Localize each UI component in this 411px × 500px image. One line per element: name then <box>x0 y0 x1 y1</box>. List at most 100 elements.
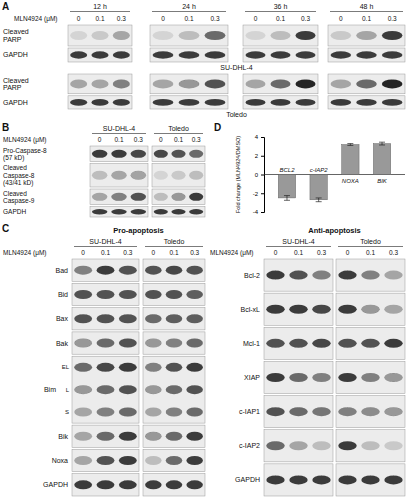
band <box>361 407 379 416</box>
band <box>119 314 137 323</box>
dose-label: 0.1 <box>276 15 285 22</box>
band <box>171 193 185 201</box>
band <box>70 51 87 58</box>
band <box>91 99 108 106</box>
dose-label: 0 <box>274 249 278 256</box>
blot-panel <box>90 189 148 205</box>
band <box>171 150 185 158</box>
band <box>186 363 203 372</box>
band <box>153 99 174 106</box>
group-header: Toledo <box>168 125 189 132</box>
band <box>97 314 115 323</box>
row-label: Bcl-2 <box>244 272 260 279</box>
row-label: (57 kD) <box>3 154 24 162</box>
dose-label: 0 <box>339 15 343 22</box>
dose-label: 0.3 <box>317 249 326 256</box>
band <box>111 171 126 180</box>
band <box>145 385 162 394</box>
blot-panel <box>90 146 148 162</box>
band <box>74 290 92 299</box>
blot-panel <box>150 74 228 94</box>
band <box>266 339 284 348</box>
blot-panel <box>243 74 318 94</box>
band <box>382 51 403 58</box>
band <box>186 480 203 489</box>
band <box>111 193 126 201</box>
tick: 0 <box>255 172 264 178</box>
header-rule <box>154 133 203 134</box>
category-label: BIK <box>377 178 388 184</box>
panel-letter: D <box>214 122 221 133</box>
error-bar <box>347 144 353 146</box>
band <box>166 290 183 299</box>
blot-panel <box>264 259 333 291</box>
row-label: Cleaved <box>3 77 29 84</box>
band <box>356 31 377 40</box>
tick-mark <box>261 156 264 157</box>
band <box>266 441 284 450</box>
blot-panel <box>264 327 333 359</box>
category-label: BCL2 <box>279 167 295 173</box>
band <box>186 339 203 348</box>
row-label: (43/41 kD) <box>3 179 33 187</box>
band <box>382 31 403 40</box>
band <box>384 441 402 450</box>
band <box>289 441 307 450</box>
band <box>154 193 168 201</box>
error-bar <box>316 198 322 202</box>
band <box>97 480 115 489</box>
band <box>338 271 356 280</box>
dose-label: 0.3 <box>190 249 199 256</box>
dose-label: 0.1 <box>114 136 123 143</box>
band <box>384 475 402 484</box>
dose-label: 0.3 <box>388 15 397 22</box>
dose-label: 0 <box>161 15 165 22</box>
band <box>119 385 137 394</box>
band <box>97 339 115 348</box>
row-label: PARP <box>3 36 22 43</box>
panel-letter: A <box>2 1 9 12</box>
row-label: GAPDH <box>3 51 28 58</box>
panel-d: D-4-2024Fold change (MLN4924/DMSO)BCL2c-… <box>214 122 405 215</box>
band <box>186 290 203 299</box>
blot-panel <box>68 74 132 94</box>
band <box>119 480 137 489</box>
band <box>246 51 266 58</box>
band <box>119 290 137 299</box>
band <box>179 79 200 88</box>
group-header: 24 h <box>182 3 196 10</box>
error-cap <box>379 144 385 145</box>
band <box>289 305 307 314</box>
row-label: Cleaved <box>3 190 27 197</box>
band <box>331 99 352 106</box>
dose-label: 0 <box>77 15 81 22</box>
blot-panel <box>143 259 205 281</box>
band <box>312 339 330 348</box>
band <box>166 266 183 275</box>
band <box>166 314 183 323</box>
band <box>266 407 284 416</box>
blot-panel <box>90 207 148 217</box>
row-label: c-IAP1 <box>239 408 260 415</box>
blot-panel <box>72 332 139 354</box>
blot-panel <box>72 308 139 330</box>
band <box>271 51 291 58</box>
blot-panel <box>152 164 205 187</box>
row-label: GAPDH <box>235 476 260 483</box>
dose-label: 0.1 <box>169 249 178 256</box>
band <box>179 51 200 58</box>
band <box>97 363 115 372</box>
blot-panel <box>336 396 405 428</box>
header-rule <box>330 11 403 12</box>
band <box>266 305 284 314</box>
header-rule <box>70 11 130 12</box>
blot-panel <box>68 25 132 46</box>
tick: 4 <box>255 134 264 140</box>
blot-panel <box>336 464 405 496</box>
category-label: NOXA <box>342 178 359 184</box>
band <box>97 385 115 394</box>
cell-line-caption: Toledo <box>226 111 247 118</box>
axis-line <box>261 138 265 213</box>
band <box>186 407 203 416</box>
panel-a: A12 h24 h36 h48 hMLN4924 (μM)00.10.300.1… <box>2 1 405 118</box>
